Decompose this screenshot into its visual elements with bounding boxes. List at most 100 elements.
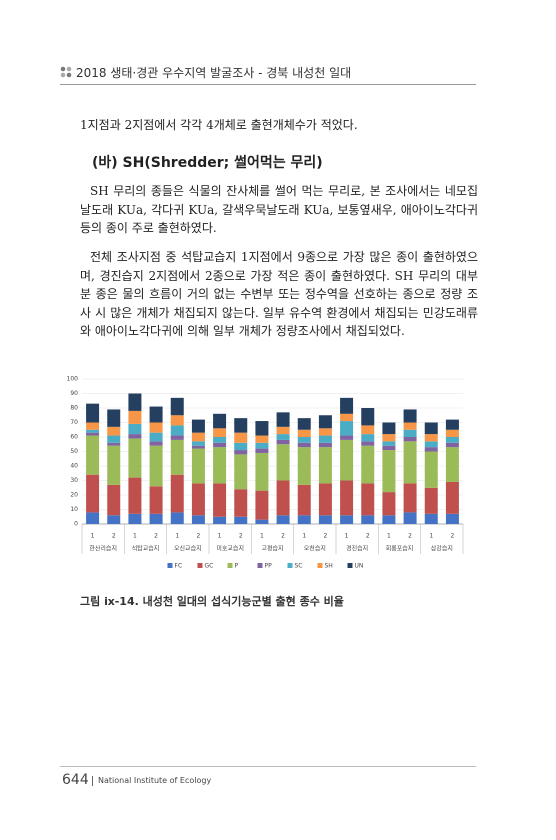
bar-segment <box>340 515 354 524</box>
group-label: 오천습지 <box>304 545 326 553</box>
legend-swatch <box>197 563 203 568</box>
bar-segment <box>191 483 205 516</box>
footer-org: National Institute of Ecology <box>98 776 212 785</box>
x-tick-label: 1 <box>218 533 222 540</box>
bar-segment <box>170 415 184 426</box>
bar-segment <box>297 484 311 516</box>
x-tick-label: 2 <box>197 533 201 540</box>
bar-segment <box>255 448 269 453</box>
y-tick-label: 80 <box>70 405 78 412</box>
bar-segment <box>107 445 121 485</box>
x-tick-label: 1 <box>302 533 306 540</box>
bar-segment <box>213 428 227 437</box>
bar-segment <box>403 441 417 484</box>
group-label: 삼강습지 <box>431 545 453 553</box>
bar-segment <box>234 442 248 451</box>
bar-segment <box>128 393 142 411</box>
bar-segment <box>424 447 438 452</box>
group-label: 회룡포습지 <box>386 545 414 553</box>
bar-segment <box>191 445 205 449</box>
x-tick-label: 2 <box>451 533 455 540</box>
bar-segment <box>445 442 459 448</box>
bar-segment <box>424 487 438 514</box>
bar-segment <box>297 429 311 437</box>
legend-label: SC <box>295 563 303 570</box>
bar-segment <box>276 426 290 435</box>
x-tick-label: 2 <box>154 533 158 540</box>
legend-label: GC <box>205 563 214 570</box>
bar-segment <box>86 422 100 430</box>
heading: (바) SH(Shredder; 썰어먹는 무리) <box>92 155 323 171</box>
group-label: 경진습지 <box>346 545 368 553</box>
bar-segment <box>318 428 332 436</box>
bar-segment <box>424 422 438 435</box>
bar-segment <box>318 442 332 448</box>
legend-label: UN <box>355 563 364 570</box>
y-tick-label: 100 <box>67 376 79 383</box>
bar-segment <box>382 441 396 446</box>
bar-segment <box>128 513 142 524</box>
x-tick-label: 1 <box>345 533 349 540</box>
bar-segment <box>128 410 142 424</box>
x-tick-label: 2 <box>112 533 116 540</box>
header-icon <box>60 66 72 78</box>
bar-segment <box>340 480 354 516</box>
group-label: 석탑교습지 <box>132 545 160 553</box>
bar-segment <box>149 406 163 423</box>
bar-segment <box>382 492 396 516</box>
bar-segment <box>86 429 100 433</box>
bar-segment <box>403 512 417 524</box>
bar-segment <box>403 483 417 513</box>
bar-segment <box>234 418 248 433</box>
x-tick-label: 1 <box>387 533 391 540</box>
bar-segment <box>234 489 248 517</box>
bar-segment <box>403 422 417 430</box>
bar-segment <box>403 409 417 423</box>
group-label: 미호교습지 <box>216 545 244 553</box>
bar-segment <box>170 435 184 440</box>
bar-segment <box>361 425 375 435</box>
bar-segment <box>445 429 459 437</box>
y-tick-label: 30 <box>70 477 78 484</box>
bar-segment <box>382 515 396 524</box>
x-tick-label: 1 <box>429 533 433 540</box>
bar-segment <box>255 442 269 449</box>
x-tick-label: 1 <box>175 533 179 540</box>
bar-segment <box>361 515 375 524</box>
x-tick-label: 2 <box>408 533 412 540</box>
bar-segment <box>170 439 184 475</box>
legend-label: FC <box>175 563 183 570</box>
bar-segment <box>276 444 290 481</box>
y-tick-label: 10 <box>70 506 78 513</box>
x-tick-label: 2 <box>281 533 285 540</box>
bar-segment <box>86 435 100 475</box>
bar-segment <box>213 437 227 443</box>
bar-segment <box>382 434 396 442</box>
bar-segment <box>255 435 269 443</box>
bar-segment <box>107 435 121 443</box>
bar-segment <box>445 419 459 430</box>
bar-segment <box>361 441 375 446</box>
footer-rule <box>60 766 476 767</box>
bar-segment <box>318 435 332 443</box>
bar-segment <box>170 397 184 416</box>
header-title: 2018 생태·경관 우수지역 발굴조사 - 경북 내성천 일대 <box>76 66 352 80</box>
bar-segment <box>403 429 417 437</box>
bar-segment <box>191 432 205 442</box>
group-label: 고평습지 <box>261 545 283 553</box>
bar-segment <box>149 422 163 433</box>
bar-segment <box>340 397 354 414</box>
bar-segment <box>170 512 184 524</box>
bar-segment <box>107 409 121 427</box>
bar-segment <box>318 415 332 429</box>
bar-segment <box>445 513 459 524</box>
x-tick-label: 2 <box>324 533 328 540</box>
bar-segment <box>382 422 396 435</box>
bar-segment <box>255 452 269 491</box>
bar-segment <box>234 516 248 524</box>
legend-swatch <box>227 563 233 568</box>
bar-segment <box>149 445 163 487</box>
bar-segment <box>361 483 375 516</box>
header-rule <box>60 84 476 85</box>
y-tick-label: 90 <box>70 390 78 397</box>
